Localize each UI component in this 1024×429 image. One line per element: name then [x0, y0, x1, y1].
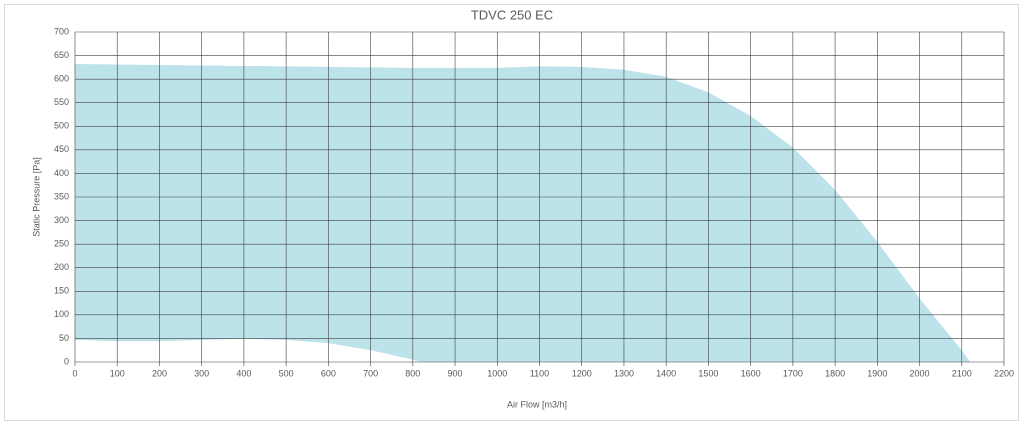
- x-tick-label: 600: [321, 368, 336, 378]
- x-tick-label: 100: [110, 368, 125, 378]
- chart-title: TDVC 250 EC: [471, 7, 553, 22]
- y-tick-label: 100: [54, 309, 69, 319]
- y-tick-label: 300: [54, 215, 69, 225]
- x-tick-label: 1200: [572, 368, 592, 378]
- y-tick-label: 600: [54, 74, 69, 84]
- y-tick-label: 450: [54, 144, 69, 154]
- x-tick-label: 2000: [910, 368, 930, 378]
- x-tick-label: 500: [279, 368, 294, 378]
- y-tick-label: 250: [54, 239, 69, 249]
- x-tick-label: 1800: [825, 368, 845, 378]
- y-tick-label: 500: [54, 121, 69, 131]
- x-tick-label: 900: [448, 368, 463, 378]
- x-tick-label: 800: [405, 368, 420, 378]
- x-tick-label: 200: [152, 368, 167, 378]
- x-tick-label: 300: [194, 368, 209, 378]
- y-tick-label: 50: [59, 333, 69, 343]
- x-axis-title: Air Flow [m3/h]: [507, 399, 567, 409]
- x-tick-label: 1900: [867, 368, 887, 378]
- y-axis-title: Static Pressure [Pa]: [31, 157, 41, 237]
- y-tick-label: 650: [54, 50, 69, 60]
- x-tick-label: 1000: [487, 368, 507, 378]
- x-tick-label: 1500: [698, 368, 718, 378]
- y-tick-label: 350: [54, 191, 69, 201]
- y-tick-label: 550: [54, 97, 69, 107]
- x-tick-label: 2200: [994, 368, 1014, 378]
- area: [75, 64, 971, 363]
- y-tick-label: 0: [64, 356, 69, 366]
- x-tick-label: 1300: [614, 368, 634, 378]
- x-tick-label: 700: [363, 368, 378, 378]
- area: [75, 338, 971, 362]
- y-tick-label: 400: [54, 168, 69, 178]
- x-tick-label: 0: [72, 368, 77, 378]
- x-tick-label: 1400: [656, 368, 676, 378]
- y-tick-label: 150: [54, 286, 69, 296]
- x-tick-label: 1700: [783, 368, 803, 378]
- x-tick-label: 400: [236, 368, 251, 378]
- y-tick-label: 200: [54, 262, 69, 272]
- x-tick-label: 1600: [741, 368, 761, 378]
- y-tick-label: 700: [54, 26, 69, 36]
- x-tick-label: 2100: [952, 368, 972, 378]
- x-tick-label: 1100: [530, 368, 549, 378]
